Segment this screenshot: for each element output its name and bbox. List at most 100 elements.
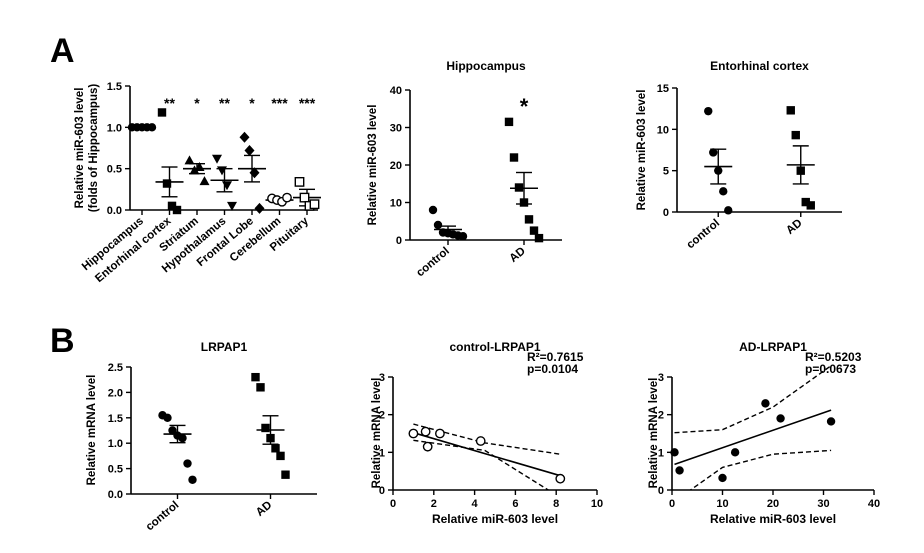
data-point	[761, 399, 770, 408]
chart-regions: 0.0 0.5 1.0 1.5 Relative miR-603 level (folds…	[74, 81, 321, 285]
x-axis-label: Relative miR-603 level	[432, 512, 558, 526]
y-tick-label: 0.0	[108, 489, 123, 501]
data-point	[458, 232, 468, 241]
x-tick-label: 10	[591, 498, 603, 510]
data-point	[282, 192, 292, 203]
data-point	[251, 372, 260, 382]
chart-title: Entorhinal cortex	[710, 59, 809, 73]
y-axis-label: Relative mRNA level	[648, 378, 660, 489]
x-axis-label: Relative miR-603 level	[710, 512, 836, 526]
x-category-label: control	[144, 499, 182, 533]
data-point	[239, 131, 250, 143]
y-tick-label: 1.0	[108, 438, 123, 450]
data-point	[276, 451, 285, 461]
data-point	[801, 197, 810, 207]
significance-label: **	[219, 95, 230, 111]
y-axis-label: Relative miR-603 level	[636, 90, 648, 211]
y-tick-label: 0	[396, 235, 402, 247]
data-point	[428, 205, 438, 215]
data-point	[249, 167, 260, 179]
data-point	[776, 414, 785, 423]
data-point	[475, 436, 486, 446]
stat-text: R²=0.7615	[527, 350, 584, 364]
y-tick-label: 0.0	[107, 205, 122, 217]
data-point	[555, 473, 566, 484]
ci-lower-line	[413, 439, 550, 490]
x-tick-label: 40	[868, 498, 880, 510]
data-point	[244, 144, 255, 156]
ci-lower-line	[689, 449, 832, 490]
data-point	[724, 206, 733, 215]
y-tick-label: 40	[390, 85, 402, 97]
data-point	[435, 428, 445, 439]
data-point	[670, 448, 679, 457]
data-point	[509, 153, 519, 162]
y-axis-label: (folds of Hippocampus)	[88, 84, 100, 213]
fit-line	[413, 431, 561, 477]
data-point	[194, 162, 205, 172]
data-point	[212, 154, 222, 164]
data-point	[184, 155, 195, 165]
data-point	[281, 470, 290, 479]
y-tick-label: 10	[390, 198, 402, 210]
y-tick-label: 0	[658, 485, 664, 497]
x-tick-label: 8	[553, 498, 559, 510]
y-tick-label: 15	[657, 83, 669, 95]
data-point	[791, 130, 800, 140]
data-point	[183, 459, 192, 468]
data-point	[227, 201, 237, 211]
data-point	[147, 123, 157, 132]
y-tick-label: 2	[379, 410, 385, 422]
data-point	[519, 198, 529, 207]
significance-label: *	[520, 94, 529, 119]
data-point	[786, 106, 795, 115]
data-point	[178, 433, 187, 443]
data-point	[826, 417, 836, 426]
data-point	[504, 117, 514, 127]
ci-upper-line	[674, 365, 832, 434]
x-category-label: control	[685, 217, 723, 251]
significance-label: **	[164, 95, 175, 111]
data-point	[529, 226, 539, 235]
data-point	[157, 108, 167, 117]
data-point	[514, 183, 524, 192]
stat-text: p=0.0104	[527, 362, 578, 376]
data-point	[433, 220, 443, 230]
data-point	[167, 201, 177, 211]
chart-lrpap1: LRPAP1 0.0 0.5 1.0 1.5 2.0 2.5 Relative mRNA le…	[86, 340, 317, 533]
x-category-label: AD	[254, 499, 274, 519]
chart-title: Hippocampus	[446, 59, 526, 73]
y-tick-label: 1.5	[108, 413, 123, 425]
x-tick-label: 30	[817, 498, 829, 510]
data-point	[271, 444, 280, 453]
x-tick-label: 10	[716, 498, 728, 510]
data-point	[422, 441, 433, 452]
x-tick-label: 4	[472, 498, 479, 510]
y-tick-label: 0	[379, 485, 385, 497]
y-tick-label: 30	[390, 123, 402, 135]
y-tick-label: 2.5	[108, 362, 123, 374]
data-point	[256, 383, 265, 392]
significance-label: ***	[299, 95, 316, 111]
fit-line	[674, 409, 832, 466]
data-point	[704, 106, 713, 116]
y-tick-label: 10	[657, 124, 669, 136]
chart-title: AD-LRPAP1	[739, 340, 807, 354]
x-tick-label: 0	[669, 498, 675, 510]
data-point	[189, 165, 200, 175]
data-point	[709, 148, 718, 157]
data-point	[299, 192, 310, 203]
chart-hippocampus: Hippocampus 0 10 20 30 40 Relative miR-603 lev…	[367, 59, 562, 279]
stat-text: p=0.0673	[805, 362, 856, 376]
x-tick-label: 0	[390, 498, 396, 510]
y-tick-label: 1.0	[107, 122, 122, 134]
y-axis-label: Relative miR-603 level	[367, 105, 379, 226]
y-tick-label: 0	[663, 207, 669, 219]
data-point	[172, 205, 182, 215]
data-point	[266, 433, 275, 443]
data-point	[408, 428, 419, 439]
y-axis-label: Relative miR-603 level	[74, 88, 86, 209]
data-point	[420, 426, 431, 437]
